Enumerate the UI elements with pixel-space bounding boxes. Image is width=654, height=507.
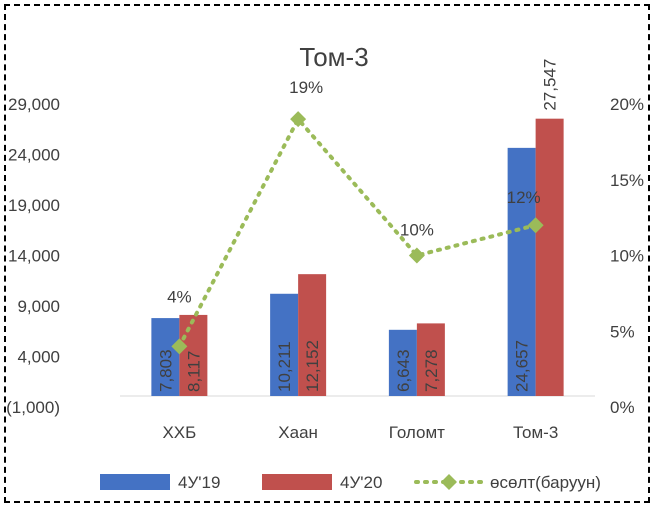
growth-marker [171,338,188,355]
right-axis-tick-label: 10% [610,247,644,266]
bar-data-label: 12,152 [303,340,322,392]
category-label: ХХБ [162,423,196,442]
bar-4u20 [535,118,564,397]
growth-marker [290,111,307,128]
bar-4u20 [416,323,445,396]
plot-area: (1,000) 4,000 9,000 14,000 19,000 24,000 29,00… [6,59,644,442]
right-axis-tick-label: 15% [610,171,644,190]
growth-data-label: 19% [289,78,323,97]
left-axis-tick-label: 24,000 [8,146,60,165]
bar-data-label: 6,643 [394,349,413,392]
legend-marker-growth [441,474,457,490]
growth-data-label: 10% [400,221,434,240]
legend-label-4u19: 4У'19 [178,473,220,492]
bar-4u19 [151,318,180,396]
legend-label-4u20: 4У'20 [340,473,382,492]
bar-4u19 [507,147,536,396]
growth-data-label: 12% [507,188,541,207]
growth-marker [527,217,544,234]
bar-data-label: 8,117 [184,351,203,392]
legend-label-growth: өсөлт(баруун) [490,473,601,492]
category-label: Хаан [278,423,318,442]
bar-data-label: 27,547 [541,59,560,111]
legend-swatch-4u19 [100,474,170,490]
left-axis-tick-label: 4,000 [17,348,60,367]
right-axis-tick-label: 0% [610,398,635,417]
legend: 4У'19 4У'20 өсөлт(баруун) [100,473,601,492]
left-axis-tick-label: 29,000 [8,95,60,114]
growth-line [177,115,538,349]
left-axis-tick-label: 14,000 [8,247,60,266]
bar-4u20 [298,274,327,396]
bar-4u19 [388,329,417,396]
category-label: Том-3 [513,423,558,442]
bar-data-label: 7,278 [422,349,441,392]
bar-data-label: 24,657 [513,340,532,392]
category-label: Голомт [389,423,445,442]
chart-frame [4,4,650,503]
legend-swatch-4u20 [262,474,332,490]
left-axis-tick-label: (1,000) [6,398,60,417]
growth-marker [408,247,425,264]
bar-4u20 [179,314,208,396]
left-axis-tick-label: 19,000 [8,196,60,215]
right-axis-tick-label: 5% [610,322,635,341]
bar-data-label: 7,803 [156,349,175,392]
left-axis-tick-label: 9,000 [17,297,60,316]
right-axis-tick-label: 20% [610,95,644,114]
chart-title: Том-3 [299,42,368,72]
bar-4u19 [270,293,299,396]
bar-data-label: 10,211 [275,341,294,392]
growth-data-label: 4% [167,287,192,306]
